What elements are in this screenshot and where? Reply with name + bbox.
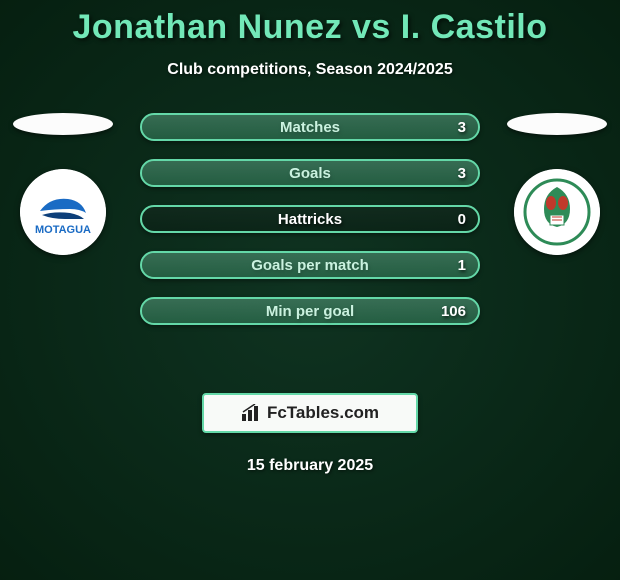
stat-value-right: 3 (458, 119, 466, 136)
stat-value-right: 1 (458, 257, 466, 274)
bar-chart-icon (241, 404, 263, 422)
stat-row-min-per-goal: Min per goal 106 (140, 297, 480, 325)
fill-bar (142, 299, 478, 323)
stats-area: MOTAGUA Mat (0, 113, 620, 363)
brand-logo: FcTables.com (241, 403, 379, 423)
stat-row-hattricks: Hattricks 0 (140, 205, 480, 233)
stat-label: Hattricks (278, 211, 342, 228)
page-title: Jonathan Nunez vs I. Castilo (0, 8, 620, 47)
brand-text: FcTables.com (267, 403, 379, 423)
marathon-crest-icon (514, 169, 600, 255)
svg-text:MOTAGUA: MOTAGUA (35, 224, 91, 236)
left-team-crest: MOTAGUA (20, 169, 106, 255)
stat-value-right: 0 (458, 211, 466, 228)
left-player-oval (13, 113, 113, 135)
fill-bar (142, 115, 478, 139)
stat-rows: Matches 3 Goals 3 Hattricks 0 Goals per … (140, 113, 480, 325)
right-team-crest (514, 169, 600, 255)
fill-bar (142, 161, 478, 185)
stat-row-goals: Goals 3 (140, 159, 480, 187)
motagua-crest-icon: MOTAGUA (20, 169, 106, 255)
stat-value-right: 106 (441, 303, 466, 320)
date-text: 15 february 2025 (0, 457, 620, 475)
brand-box[interactable]: FcTables.com (202, 393, 418, 433)
left-player-column: MOTAGUA (8, 113, 118, 255)
stat-value-right: 3 (458, 165, 466, 182)
subtitle: Club competitions, Season 2024/2025 (0, 61, 620, 79)
fill-bar (142, 253, 478, 277)
stat-row-matches: Matches 3 (140, 113, 480, 141)
content-container: Jonathan Nunez vs I. Castilo Club compet… (0, 0, 620, 475)
stat-row-goals-per-match: Goals per match 1 (140, 251, 480, 279)
right-player-column (502, 113, 612, 255)
right-player-oval (507, 113, 607, 135)
